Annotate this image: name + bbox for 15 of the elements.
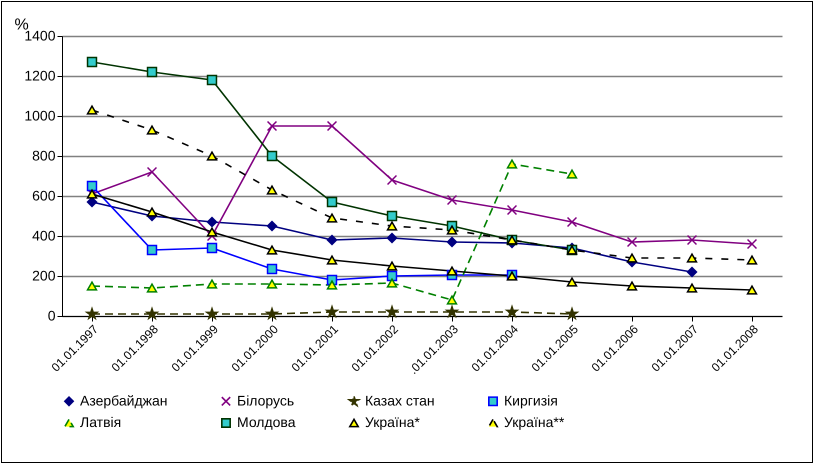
legend-label: Україна* [365,414,420,430]
y-tick-label: 200 [32,268,56,284]
y-tick-label: 800 [32,148,56,164]
legend-label: Латвія [80,414,122,430]
y-tick-label: 0 [48,308,56,324]
legend-label: Білорусь [237,392,294,408]
y-tick-label: 400 [32,228,56,244]
legend-label: Казах стан [365,392,435,408]
y-tick-label: 1000 [24,108,56,124]
y-tick-label: 1200 [24,68,56,84]
legend-label: Киргизія [504,392,558,408]
legend-label: Азербайджан [80,392,168,408]
y-tick-label: 600 [32,188,56,204]
legend-label: Молдова [237,414,296,430]
legend-label: Україна** [504,414,565,430]
